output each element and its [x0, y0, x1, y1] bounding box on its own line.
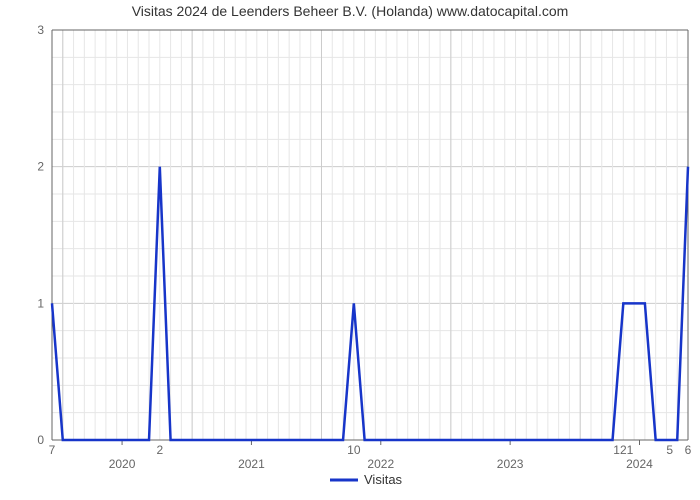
y-tick-label: 1 [37, 296, 44, 310]
x-tick-label: 2024 [626, 457, 653, 471]
x-tick-label: 2021 [238, 457, 265, 471]
point-annotation: 2 [156, 443, 163, 457]
x-tick-label: 2023 [497, 457, 524, 471]
x-tick-label: 2022 [367, 457, 394, 471]
point-annotation: 10 [347, 443, 361, 457]
y-tick-label: 3 [37, 23, 44, 37]
x-tick-label: 2020 [109, 457, 136, 471]
point-annotation: 5 [666, 443, 673, 457]
y-tick-label: 0 [37, 433, 44, 447]
y-tick-label: 2 [37, 160, 44, 174]
point-annotation: 7 [49, 443, 56, 457]
visits-chart: Visitas 2024 de Leenders Beheer B.V. (Ho… [0, 0, 700, 500]
chart-bg [0, 0, 700, 500]
point-annotation: 121 [613, 443, 633, 457]
legend-label: Visitas [364, 472, 403, 487]
chart-title: Visitas 2024 de Leenders Beheer B.V. (Ho… [132, 3, 569, 19]
point-annotation: 6 [685, 443, 692, 457]
